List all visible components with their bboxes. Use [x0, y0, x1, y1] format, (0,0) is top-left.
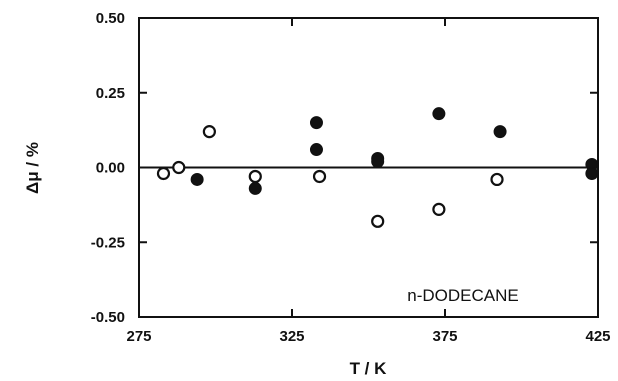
x-tick-label: 325	[279, 328, 304, 345]
y-axis-label: Δμ / %	[23, 142, 42, 194]
open-data-point	[432, 202, 446, 216]
open-data-point	[172, 160, 186, 175]
ticks	[138, 17, 599, 318]
filled-data-point	[190, 172, 204, 186]
y-tick-label: -0.25	[91, 234, 125, 251]
y-tick-label: -0.50	[91, 309, 125, 326]
open-data-point	[490, 172, 504, 187]
filled-data-point	[432, 107, 446, 121]
open-data-point	[248, 169, 262, 184]
x-tick-label: 375	[432, 328, 457, 345]
x-axis-label: T / K	[350, 359, 388, 378]
open-data-point	[156, 166, 171, 181]
y-tick-label: 0.50	[96, 10, 125, 27]
y-tick-label: 0.25	[96, 85, 125, 102]
filled-data-point	[309, 143, 323, 157]
tick-labels: 275 325 375 425 0.50 0.25 0.00 -0.25 -0.50	[91, 10, 611, 345]
filled-data-point	[585, 166, 599, 180]
filled-data-point	[493, 125, 507, 139]
x-tick-label: 275	[126, 328, 151, 345]
open-data-point	[202, 125, 216, 139]
y-tick-label: 0.00	[96, 160, 125, 177]
open-data-point	[312, 169, 327, 184]
filled-data-point	[309, 116, 323, 130]
filled-data-point	[248, 181, 262, 195]
open-data-point	[371, 214, 385, 228]
filled-data-point	[371, 155, 385, 169]
x-tick-label: 425	[585, 328, 610, 345]
data-points	[156, 107, 599, 228]
annotation-label: n-DODECANE	[407, 286, 518, 305]
